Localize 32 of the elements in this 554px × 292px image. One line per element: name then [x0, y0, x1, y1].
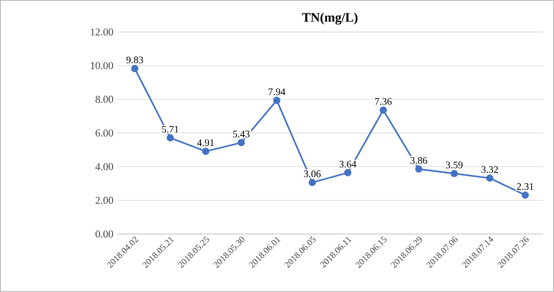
point	[415, 165, 422, 173]
y-tick-label: 10.00	[90, 62, 114, 70]
point	[450, 170, 458, 178]
chart-title: TN(mg/L)	[302, 12, 358, 24]
data-label: 3.64	[340, 160, 356, 168]
data-label: 7.36	[375, 98, 392, 105]
point	[486, 174, 494, 182]
point	[131, 64, 138, 72]
data-label: 3.86	[410, 157, 428, 164]
data-label: 3.59	[446, 162, 463, 168]
y-tick-label: 2.00	[96, 196, 114, 204]
point	[308, 178, 316, 186]
y-tick-label: 12.00	[90, 28, 114, 36]
point	[344, 169, 352, 176]
y-tick-label: 4.00	[95, 163, 114, 170]
data-label: 7.94	[268, 88, 286, 96]
point	[166, 134, 174, 142]
data-label: 2.31	[516, 183, 534, 190]
y-tick-label: 6.00	[96, 129, 114, 137]
data-label: 5.43	[233, 130, 250, 138]
point	[380, 106, 387, 114]
data-label: 3.06	[304, 170, 321, 178]
point	[202, 148, 210, 155]
data-label: 4.91	[197, 139, 214, 146]
point	[522, 192, 529, 199]
point	[238, 138, 245, 146]
y-tick-label: 8.00	[96, 96, 114, 103]
point	[273, 96, 280, 104]
data-label: 3.32	[482, 166, 498, 173]
data-label: 5.71	[162, 126, 178, 133]
y-tick-label: 0.00	[96, 230, 114, 238]
data-label: 9.83	[126, 56, 144, 64]
